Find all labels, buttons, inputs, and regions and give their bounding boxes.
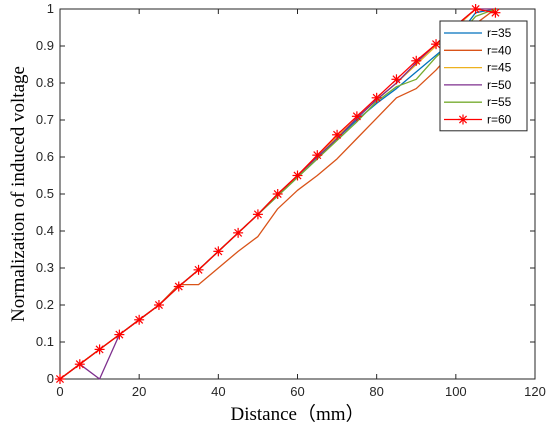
series-point: [193, 264, 204, 275]
x-tick-label: 100: [445, 384, 467, 399]
y-axis-label: Normalization of induced voltage: [8, 66, 29, 322]
series-layer: [55, 4, 501, 384]
series-point: [312, 150, 323, 161]
series-point: [94, 344, 105, 355]
legend-entry-label: r=35: [487, 26, 512, 40]
legend-entry-label: r=55: [487, 95, 512, 109]
x-tick-label: 80: [369, 384, 383, 399]
legend-entry-label: r=40: [487, 43, 512, 57]
legend-entry-label: r=60: [487, 113, 512, 127]
series-point: [213, 246, 224, 257]
series-point: [332, 129, 343, 140]
series-point: [490, 7, 501, 18]
y-tick-label: 0: [47, 371, 54, 386]
legend-entry-label: r=50: [487, 78, 512, 92]
x-axis-label: Distance（mm）: [230, 403, 364, 425]
y-tick-label: 0.4: [36, 223, 54, 238]
series-point: [173, 281, 184, 292]
y-tick-label: 0.5: [36, 186, 54, 201]
series-point: [233, 227, 244, 238]
series-point: [272, 189, 283, 199]
x-tick-label: 20: [132, 384, 146, 399]
x-tick-label: 120: [524, 384, 546, 399]
y-tick-label: 0.7: [36, 112, 54, 127]
series-point: [292, 170, 303, 181]
series-point: [431, 39, 442, 50]
y-tick-label: 0.8: [36, 75, 54, 90]
legend: r=35 r=40 r=45 r=50 r=55 r=60: [439, 20, 528, 132]
x-tick-label: 60: [290, 384, 304, 399]
series-point: [351, 111, 362, 122]
x-tick-label: 0: [56, 384, 63, 399]
axis-ticks: 0 20 40 60 80 100 120 0 0.1 0.2 0.3 0.4 0.5 0.6 0.7 0.8…: [36, 1, 546, 399]
series-point: [134, 314, 145, 325]
y-tick-label: 0.6: [36, 149, 54, 164]
series-point: [458, 114, 468, 125]
series-point: [114, 329, 125, 340]
y-tick-label: 0.9: [36, 38, 54, 53]
series-point: [470, 4, 481, 14]
legend-box: [439, 20, 528, 132]
y-tick-label: 0.3: [36, 260, 54, 275]
series-point: [252, 209, 263, 220]
series-point: [153, 300, 164, 310]
y-tick-label: 0.1: [36, 334, 54, 349]
series-point: [411, 55, 422, 66]
series-point: [391, 74, 402, 85]
y-tick-label: 0.2: [36, 297, 54, 312]
series-point: [74, 359, 85, 370]
legend-entry-label: r=45: [487, 61, 512, 75]
series-point: [55, 374, 65, 384]
y-tick-label: 1: [47, 1, 54, 16]
series-point: [371, 92, 382, 103]
x-tick-label: 40: [211, 384, 225, 399]
